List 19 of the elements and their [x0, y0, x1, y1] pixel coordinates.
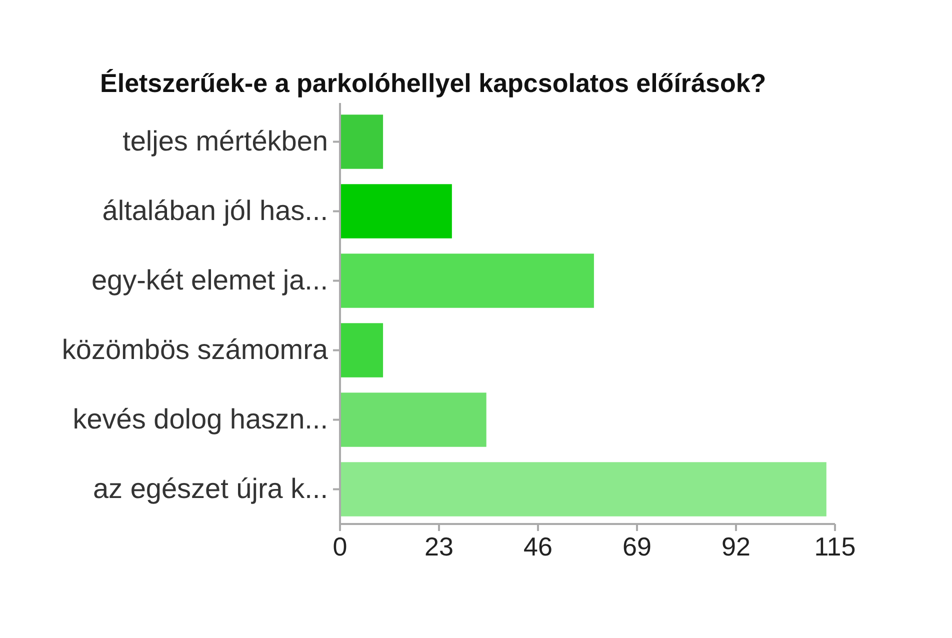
bar	[340, 462, 826, 516]
x-tick-label: 92	[722, 531, 750, 562]
y-tick-label: az egészet újra k...	[92, 473, 328, 504]
bar	[340, 392, 486, 447]
bar	[340, 114, 384, 169]
bar	[340, 254, 594, 308]
x-tick-label: 69	[622, 531, 652, 562]
y-tick-label: teljes mértékben	[122, 126, 328, 157]
x-tick-label: 115	[814, 531, 856, 562]
bar	[340, 184, 452, 238]
y-tick-label: közömbös számomra	[62, 334, 328, 366]
y-tick-label: általában jól has...	[102, 195, 328, 226]
y-tick-label: egy-két elemet ja...	[91, 264, 328, 296]
x-tick-label: 0	[332, 531, 348, 562]
bar	[340, 323, 384, 378]
y-tick-label: kevés dolog haszn...	[72, 404, 328, 435]
x-tick-label: 23	[424, 531, 454, 562]
x-tick-label: 46	[524, 531, 552, 562]
chart-title: Életszerűek-e a parkolóhellyel kapcsolatos előírások?	[100, 68, 766, 98]
